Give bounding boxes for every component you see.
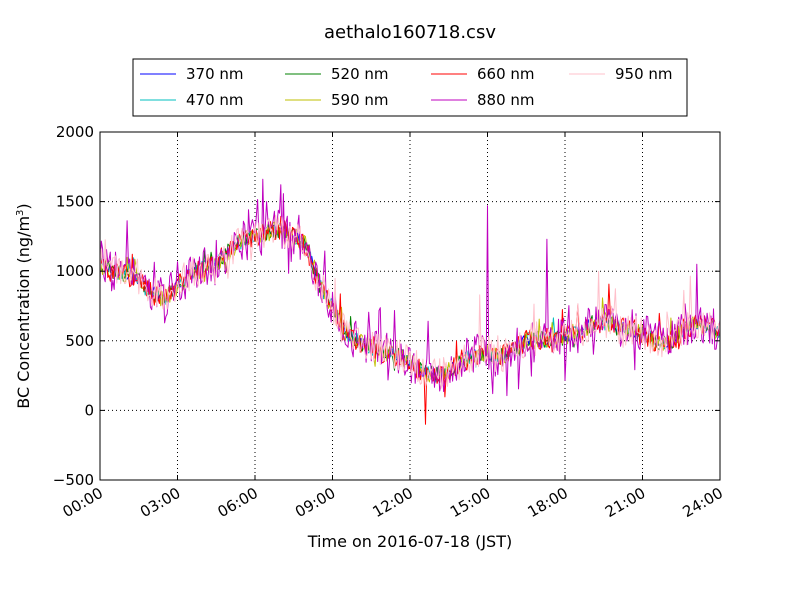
x-tick-label: 00:00 bbox=[60, 484, 106, 521]
y-axis-label: BC Concentration (ng/m3) bbox=[14, 203, 33, 408]
y-tick-label: 2000 bbox=[56, 123, 94, 141]
x-tick-label: 06:00 bbox=[215, 484, 261, 521]
y-axis-label-main: BC Concentration (ng/m bbox=[14, 216, 33, 409]
x-tick-label: 18:00 bbox=[525, 484, 571, 521]
y-tick-label: 1000 bbox=[56, 262, 94, 280]
y-tick-label: 1500 bbox=[56, 193, 94, 211]
legend-label: 590 nm bbox=[331, 91, 389, 109]
x-tick-label: 15:00 bbox=[447, 484, 493, 521]
y-tick-label: −500 bbox=[53, 471, 94, 489]
y-axis-label-end: ) bbox=[14, 203, 33, 209]
legend-label: 370 nm bbox=[186, 65, 244, 83]
legend-label: 520 nm bbox=[331, 65, 389, 83]
legend-label: 660 nm bbox=[477, 65, 535, 83]
x-axis-label: Time on 2016-07-18 (JST) bbox=[307, 532, 512, 551]
x-tick-label: 21:00 bbox=[602, 484, 648, 521]
y-tick-label: 500 bbox=[65, 332, 94, 350]
plot-area bbox=[100, 132, 720, 480]
legend-label: 470 nm bbox=[186, 91, 244, 109]
series-line bbox=[99, 214, 721, 389]
legend: 370 nm 470 nm 520 nm 590 nm 660 nm 880 nm 950 … bbox=[132, 58, 688, 117]
legend-label: 880 nm bbox=[477, 91, 535, 109]
x-tick-label: 03:00 bbox=[137, 484, 183, 521]
y-axis-label-superscript: 3 bbox=[15, 210, 26, 216]
grid-lines bbox=[100, 132, 720, 480]
x-tick-label: 12:00 bbox=[370, 484, 416, 521]
legend-box bbox=[132, 58, 688, 117]
y-tick-label: 0 bbox=[84, 401, 94, 419]
x-tick-label: 09:00 bbox=[292, 484, 338, 521]
series-lines bbox=[99, 178, 721, 425]
chart-title: aethalo160718.csv bbox=[324, 22, 496, 43]
legend-label: 950 nm bbox=[615, 65, 673, 83]
x-tick-label: 24:00 bbox=[680, 484, 726, 521]
